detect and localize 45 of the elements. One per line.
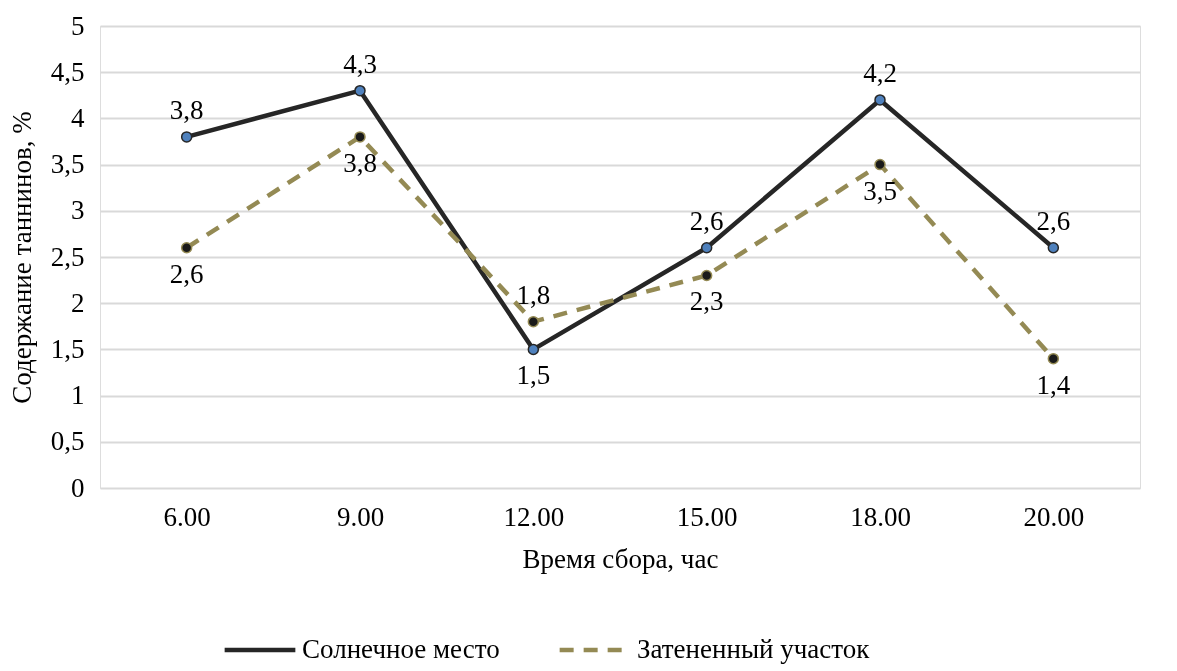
data-label: 3,5 — [863, 175, 897, 206]
x-tick-label: 6.00 — [163, 501, 211, 532]
data-label: 2,6 — [689, 205, 724, 236]
point — [1047, 242, 1060, 254]
x-axis-title: Время сбора, час — [522, 543, 719, 574]
point — [354, 131, 366, 143]
legend-label: Солнечное место — [302, 634, 500, 664]
point — [527, 315, 540, 328]
y-tick-label: 1,5 — [50, 333, 85, 364]
data-label: 4,2 — [863, 57, 897, 88]
point — [700, 269, 713, 282]
data-label: 1,4 — [1036, 369, 1071, 400]
y-axis-title: Содержание таннинов, % — [6, 111, 37, 404]
point — [874, 158, 886, 171]
y-tick-label: 2,5 — [50, 241, 85, 272]
data-label: 2,6 — [169, 258, 204, 289]
point — [354, 84, 366, 97]
point — [1047, 352, 1060, 365]
y-tick-label: 2 — [71, 287, 85, 318]
x-tick-label: 12.00 — [503, 501, 565, 532]
point — [874, 94, 886, 106]
point — [180, 131, 193, 143]
y-tick-label: 0 — [71, 472, 85, 503]
data-label: 2,3 — [689, 286, 724, 317]
y-tick-label: 3 — [71, 195, 85, 226]
x-tick-label: 15.00 — [676, 501, 738, 532]
data-label: 1,5 — [516, 360, 551, 391]
y-tick-label: 4,5 — [50, 56, 85, 87]
y-tick-label: 4 — [71, 102, 85, 133]
x-tick-label: 18.00 — [850, 501, 911, 532]
x-tick-label: 9.00 — [336, 501, 385, 532]
data-label: 3,8 — [343, 147, 377, 178]
data-label: 2,6 — [1036, 205, 1071, 236]
y-tick-label: 0,5 — [50, 426, 85, 457]
point — [700, 242, 713, 254]
data-label: 3,8 — [169, 94, 204, 125]
y-tick-label: 5 — [71, 10, 85, 41]
point — [180, 242, 193, 254]
data-label: 4,3 — [343, 48, 377, 79]
y-tick-label: 3,5 — [50, 149, 85, 180]
data-label: 1,8 — [516, 279, 551, 310]
y-tick-label: 1 — [71, 380, 85, 411]
x-tick-label: 20.00 — [1023, 501, 1085, 532]
point — [527, 343, 540, 356]
legend-label: Затененный участок — [637, 634, 871, 664]
